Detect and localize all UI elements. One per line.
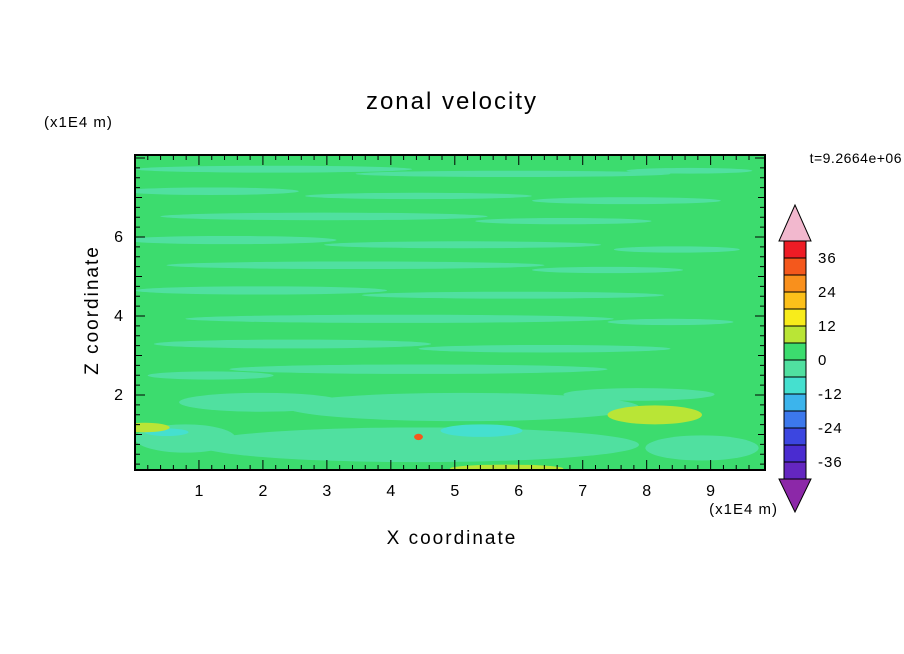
field-region (160, 212, 488, 221)
field-region (475, 218, 652, 225)
field-region (185, 314, 614, 323)
field-region (305, 192, 532, 200)
field-region (135, 235, 337, 245)
field-region (153, 339, 432, 349)
x-tick-label: 7 (578, 483, 587, 500)
field-region (324, 241, 602, 249)
x-tick-label: 6 (514, 483, 523, 500)
x-tick-label: 3 (322, 483, 331, 500)
colorbar-tick-labels: 36 24 12 0 -12 -24 -36 (818, 250, 843, 471)
axis-ticks (135, 155, 765, 470)
field-region (198, 427, 639, 463)
y-tick-label: 6 (114, 229, 123, 246)
field-region (414, 433, 423, 441)
colorbar-cell (783, 291, 807, 310)
contour-field (135, 155, 765, 470)
colorbar-cell (783, 274, 807, 293)
field-region (418, 344, 671, 353)
field-region (563, 388, 715, 401)
field-region (147, 371, 274, 380)
colorbar-cell (783, 427, 807, 446)
field-region (450, 464, 564, 470)
colorbar-cell (783, 359, 807, 378)
axis-frame (134, 154, 766, 471)
colorbar-cell (783, 410, 807, 429)
x-axis-unit-label: (x1E4 m) (709, 501, 778, 518)
chart-title: zonal velocity (365, 88, 539, 115)
colorbar-tick-label: -12 (818, 386, 843, 403)
field-region (229, 364, 608, 374)
colorbar-tick-label: 0 (818, 352, 827, 369)
colorbar-tick-label: 12 (818, 318, 837, 335)
field-region (135, 165, 413, 173)
x-tick-label: 4 (386, 483, 395, 500)
colorbar-cell (783, 376, 807, 395)
colorbar-tick-label: 36 (818, 250, 837, 267)
y-tick-label: 4 (114, 308, 123, 325)
field-region (607, 405, 702, 425)
y-tick-label: 2 (114, 387, 123, 404)
x-tick-label: 2 (258, 483, 267, 500)
colorbar-cell (783, 342, 807, 361)
field-region (531, 266, 684, 274)
x-tick-label: 5 (450, 483, 459, 500)
colorbar-cell (783, 240, 807, 259)
colorbar-cell (783, 461, 807, 480)
y-axis-unit-label: (x1E4 m) (44, 114, 113, 131)
field-region (361, 291, 665, 299)
field-region (440, 424, 523, 437)
x-tick-label: 9 (706, 483, 715, 500)
x-axis-title: X coordinate (386, 528, 518, 549)
tick-labels: 1 2 3 4 5 6 7 8 9 2 4 6 (114, 229, 715, 500)
colorbar-arrow-top (778, 203, 812, 242)
field-region (355, 170, 671, 178)
time-annotation: t=9.2664e+06 (809, 150, 902, 166)
field-region (531, 197, 721, 205)
field-region (135, 422, 170, 433)
colorbar-cell (783, 393, 807, 412)
field-region (626, 167, 753, 174)
field-region (607, 318, 734, 326)
colorbar-cell (783, 325, 807, 344)
field-region (179, 392, 343, 412)
x-tick-label: 8 (642, 483, 651, 500)
colorbar-cell (783, 308, 807, 327)
colorbar-cell (783, 444, 807, 463)
field-region (286, 392, 639, 422)
colorbar-tick-label: -36 (818, 454, 843, 471)
colorbar-tick-label: 24 (818, 284, 837, 301)
field-region (135, 286, 387, 295)
colorbar-arrow-bottom (778, 478, 812, 514)
colorbar-cell (783, 257, 807, 276)
colorbar-tick-label: -24 (818, 420, 843, 437)
field-region (613, 246, 740, 253)
field-region (166, 261, 545, 270)
field-region (135, 187, 299, 196)
colorbar (778, 203, 812, 514)
field-region (645, 435, 759, 461)
x-tick-label: 1 (195, 483, 204, 500)
